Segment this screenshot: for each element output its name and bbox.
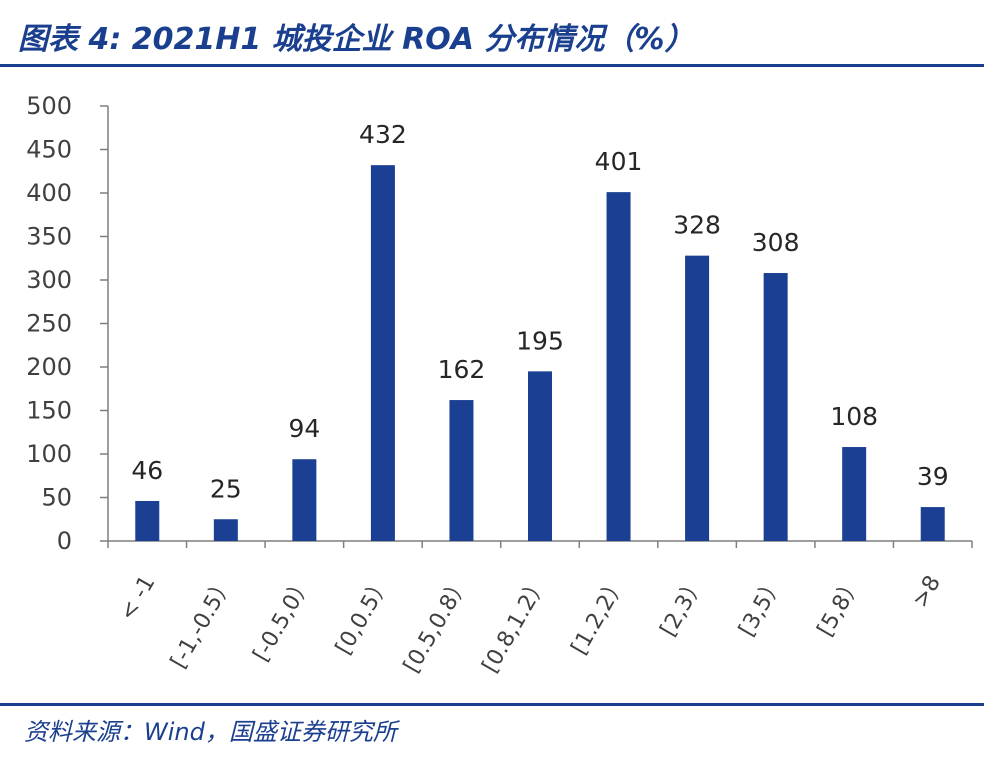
y-tick-label: 350	[26, 223, 72, 251]
category-label: [0,0.5）	[331, 572, 396, 659]
category-label: [1.2,2）	[567, 572, 632, 659]
data-label: 401	[595, 147, 643, 176]
category-label: < -1	[115, 572, 160, 626]
bar	[920, 507, 945, 541]
bar	[842, 447, 867, 541]
bar	[606, 192, 631, 541]
category-label: [5,8）	[813, 572, 867, 641]
bar	[685, 255, 710, 541]
data-label: 432	[359, 120, 407, 149]
bar	[763, 273, 788, 541]
data-label: 108	[830, 402, 878, 431]
category-label: [-1,-0.5）	[166, 572, 239, 673]
category-label: [0.5,0.8）	[399, 572, 474, 678]
chart-title: 图表 4: 2021H1 城投企业 ROA 分布情况（%）	[18, 22, 695, 57]
y-tick-label: 300	[26, 266, 72, 294]
y-tick-label: 50	[41, 484, 72, 512]
y-tick-label: 150	[26, 397, 72, 425]
category-label: [3,5）	[734, 572, 788, 641]
bar	[528, 371, 552, 541]
data-label: 162	[438, 355, 486, 384]
data-label: 195	[516, 326, 564, 355]
data-label: 308	[752, 228, 800, 257]
axes: 0 50 100 150 200 250 300 350 400 450 500	[26, 92, 973, 555]
bar	[370, 165, 395, 541]
bar	[213, 519, 238, 541]
source-note: 资料来源：Wind，国盛证券研究所	[24, 718, 397, 746]
bar	[135, 500, 160, 541]
category-label: [-0.5,0）	[249, 572, 318, 666]
y-tick-label: 250	[26, 310, 72, 338]
data-label: 25	[210, 474, 242, 503]
bar-chart: 0 50 100 150 200 250 300 350 400 450 500 46 < -1 25 […	[26, 92, 973, 678]
bar	[292, 459, 317, 541]
y-tick-label: 450	[26, 136, 72, 164]
data-label: 94	[288, 414, 320, 443]
data-label: 39	[917, 462, 949, 491]
bar	[449, 400, 474, 541]
y-tick-label: 400	[26, 179, 72, 207]
y-tick-label: 500	[26, 92, 72, 120]
category-label: [2,3）	[656, 572, 710, 641]
category-label: >8	[908, 572, 946, 613]
footer-divider	[0, 703, 984, 706]
y-tick-label: 0	[57, 527, 72, 555]
data-label: 46	[131, 456, 163, 485]
category-label: [0.8,1.2）	[478, 572, 553, 678]
y-tick-label: 200	[26, 353, 72, 381]
data-label: 328	[673, 211, 721, 240]
y-tick-label: 100	[26, 440, 72, 468]
header-divider	[0, 64, 984, 67]
bars	[135, 165, 945, 541]
